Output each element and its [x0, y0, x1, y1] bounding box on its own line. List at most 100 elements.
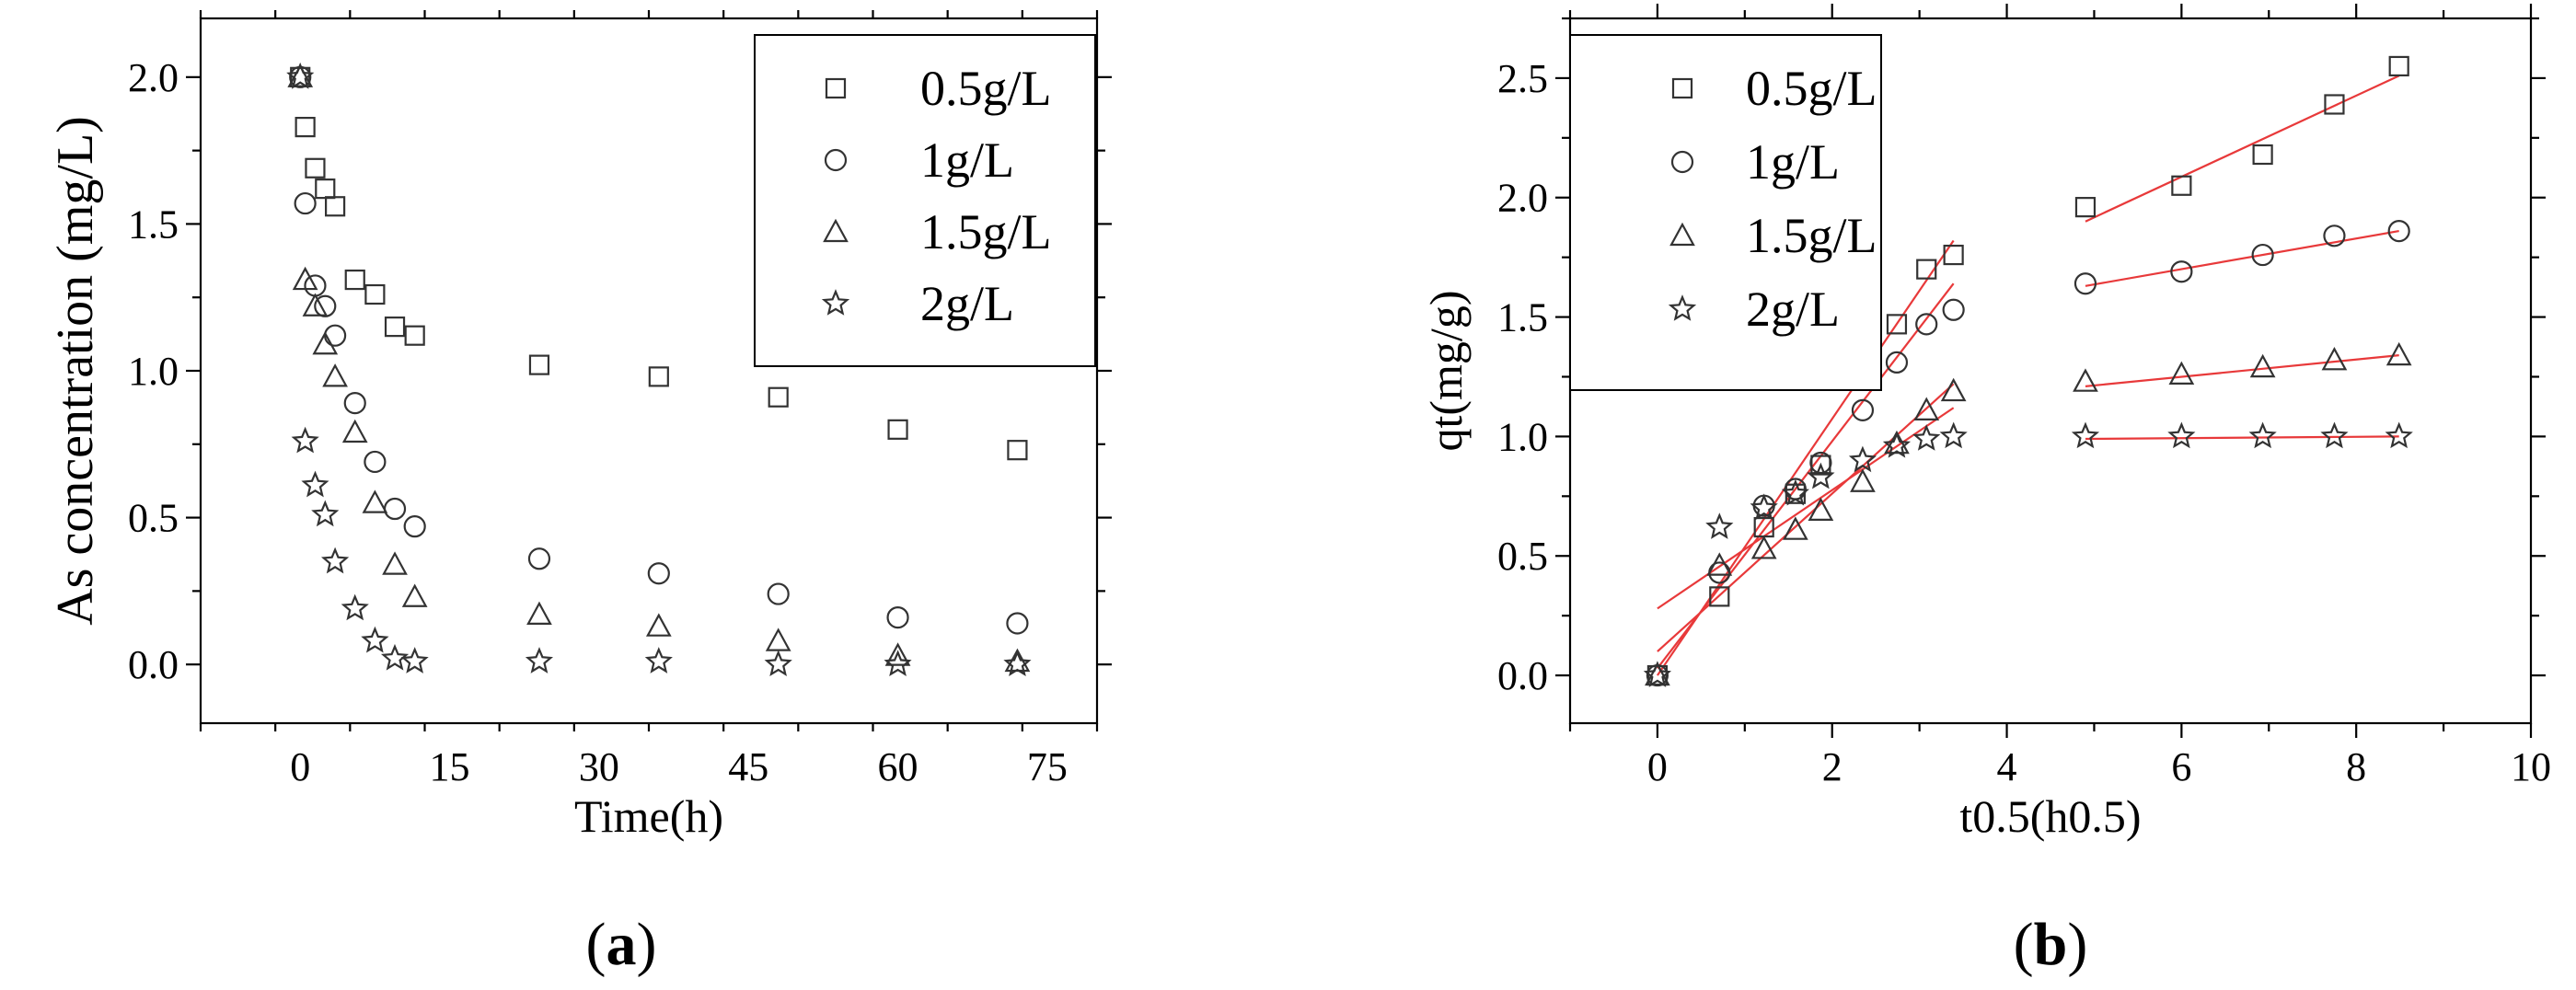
data-point	[324, 324, 347, 347]
data-point	[2168, 361, 2195, 385]
data-point	[311, 500, 340, 527]
y-tick-label: 1.5	[128, 201, 179, 247]
data-point	[1807, 462, 1835, 489]
data-point	[2388, 55, 2409, 77]
legend-label: 1g/L	[920, 132, 1014, 188]
data-point	[364, 450, 387, 474]
y-tick-label: 2.0	[1497, 176, 1548, 221]
data-point	[400, 647, 429, 673]
x-tick-label: 2	[1822, 744, 1842, 789]
chart-panel-a: 0 15 30 45 60 75 0.0 0.5 1.0 1.5 2.0 Time(h) As conc…	[47, 10, 1112, 978]
y-tick-label: 1.0	[1497, 414, 1548, 459]
data-point	[383, 497, 407, 521]
panel-label-close-paren: )	[637, 911, 657, 978]
data-point	[1943, 244, 1964, 266]
legend-box	[754, 34, 1096, 367]
data-point	[648, 366, 669, 387]
data-point	[2324, 94, 2345, 115]
x-tick-label: 15	[430, 744, 470, 789]
data-point	[1850, 468, 1876, 492]
data-point	[341, 419, 368, 443]
legend-marker	[823, 218, 849, 243]
data-point	[1706, 552, 1733, 576]
data-point	[884, 650, 912, 677]
legend-label: 1g/L	[1746, 134, 1840, 190]
data-point	[1750, 535, 1777, 559]
data-point	[1915, 313, 1938, 336]
data-point	[343, 392, 366, 415]
data-point	[287, 63, 314, 87]
data-point	[647, 562, 670, 585]
data-point	[2073, 368, 2098, 392]
y-axis-title: As concentration (mg/L)	[47, 116, 104, 626]
y-tick-label: 2.0	[128, 55, 179, 100]
data-point	[526, 601, 552, 626]
x-tick-label: 8	[2346, 744, 2366, 789]
data-point	[292, 266, 318, 291]
y-tick-label: 0.0	[128, 642, 179, 687]
data-point	[1940, 377, 1967, 402]
x-tick-label: 4	[1997, 744, 2017, 789]
data-point	[1942, 298, 1965, 321]
data-point	[768, 386, 789, 408]
panel-label-open-paren: (	[586, 911, 606, 978]
data-point	[1809, 451, 1832, 475]
data-point	[764, 650, 792, 677]
data-point	[302, 293, 329, 317]
data-point	[2252, 144, 2273, 166]
data-point	[1916, 259, 1937, 280]
x-axis-title: Time(h)	[574, 790, 723, 842]
data-point	[294, 191, 317, 215]
data-point	[1913, 397, 1940, 420]
legend-marker	[824, 148, 848, 172]
data-point	[887, 419, 908, 440]
data-point	[295, 116, 316, 138]
data-point	[884, 642, 911, 666]
data-point	[765, 627, 791, 651]
data-point	[1808, 497, 1834, 522]
fit-line	[2085, 75, 2400, 223]
data-point	[2385, 341, 2412, 366]
data-point	[341, 593, 369, 621]
y-tick-label: 0.5	[1497, 534, 1548, 579]
x-tick-label: 10	[2511, 744, 2551, 789]
data-point	[2387, 219, 2410, 243]
data-point	[2171, 175, 2192, 196]
data-point	[1912, 424, 1941, 451]
panel-label-letter: a	[606, 911, 637, 978]
y-axis-title: qt(mg/g)	[1420, 291, 1472, 452]
data-point	[1709, 586, 1730, 607]
fit-line	[2085, 354, 2399, 387]
data-point	[2323, 224, 2346, 248]
legend-label: 2g/L	[920, 276, 1014, 331]
data-point	[401, 583, 428, 607]
data-point	[315, 178, 336, 200]
data-point	[2074, 272, 2097, 295]
data-point	[2074, 197, 2097, 218]
fit-line	[1657, 383, 1955, 652]
data-point	[1781, 478, 1809, 506]
data-point	[2251, 243, 2274, 267]
data-point	[286, 62, 315, 89]
data-point	[767, 582, 790, 605]
x-tick-label: 0	[1647, 744, 1668, 789]
data-point	[1007, 440, 1028, 461]
data-point	[344, 269, 365, 291]
data-point	[2167, 421, 2196, 449]
data-point	[886, 605, 909, 629]
y-tick-label: 1.5	[1497, 295, 1548, 340]
data-point	[1645, 662, 1670, 686]
data-point	[1006, 612, 1029, 635]
panel-label: (b)	[2014, 911, 2088, 978]
data-point	[525, 647, 554, 673]
chart-panel-b: 0 2 4 6 8 10 0.0 0.5 1.0 1.5 2.0 2.5 t0.5(h0.5) qt(mg…	[1420, 4, 2551, 978]
data-point	[1003, 650, 1032, 677]
legend-marker	[821, 289, 850, 316]
legend-marker	[1671, 77, 1693, 99]
data-point	[1885, 351, 1909, 374]
data-point	[305, 157, 326, 178]
panel-label: (a)	[586, 911, 657, 978]
x-tick-label: 75	[1027, 744, 1068, 789]
y-tick-label: 0.5	[128, 496, 179, 541]
